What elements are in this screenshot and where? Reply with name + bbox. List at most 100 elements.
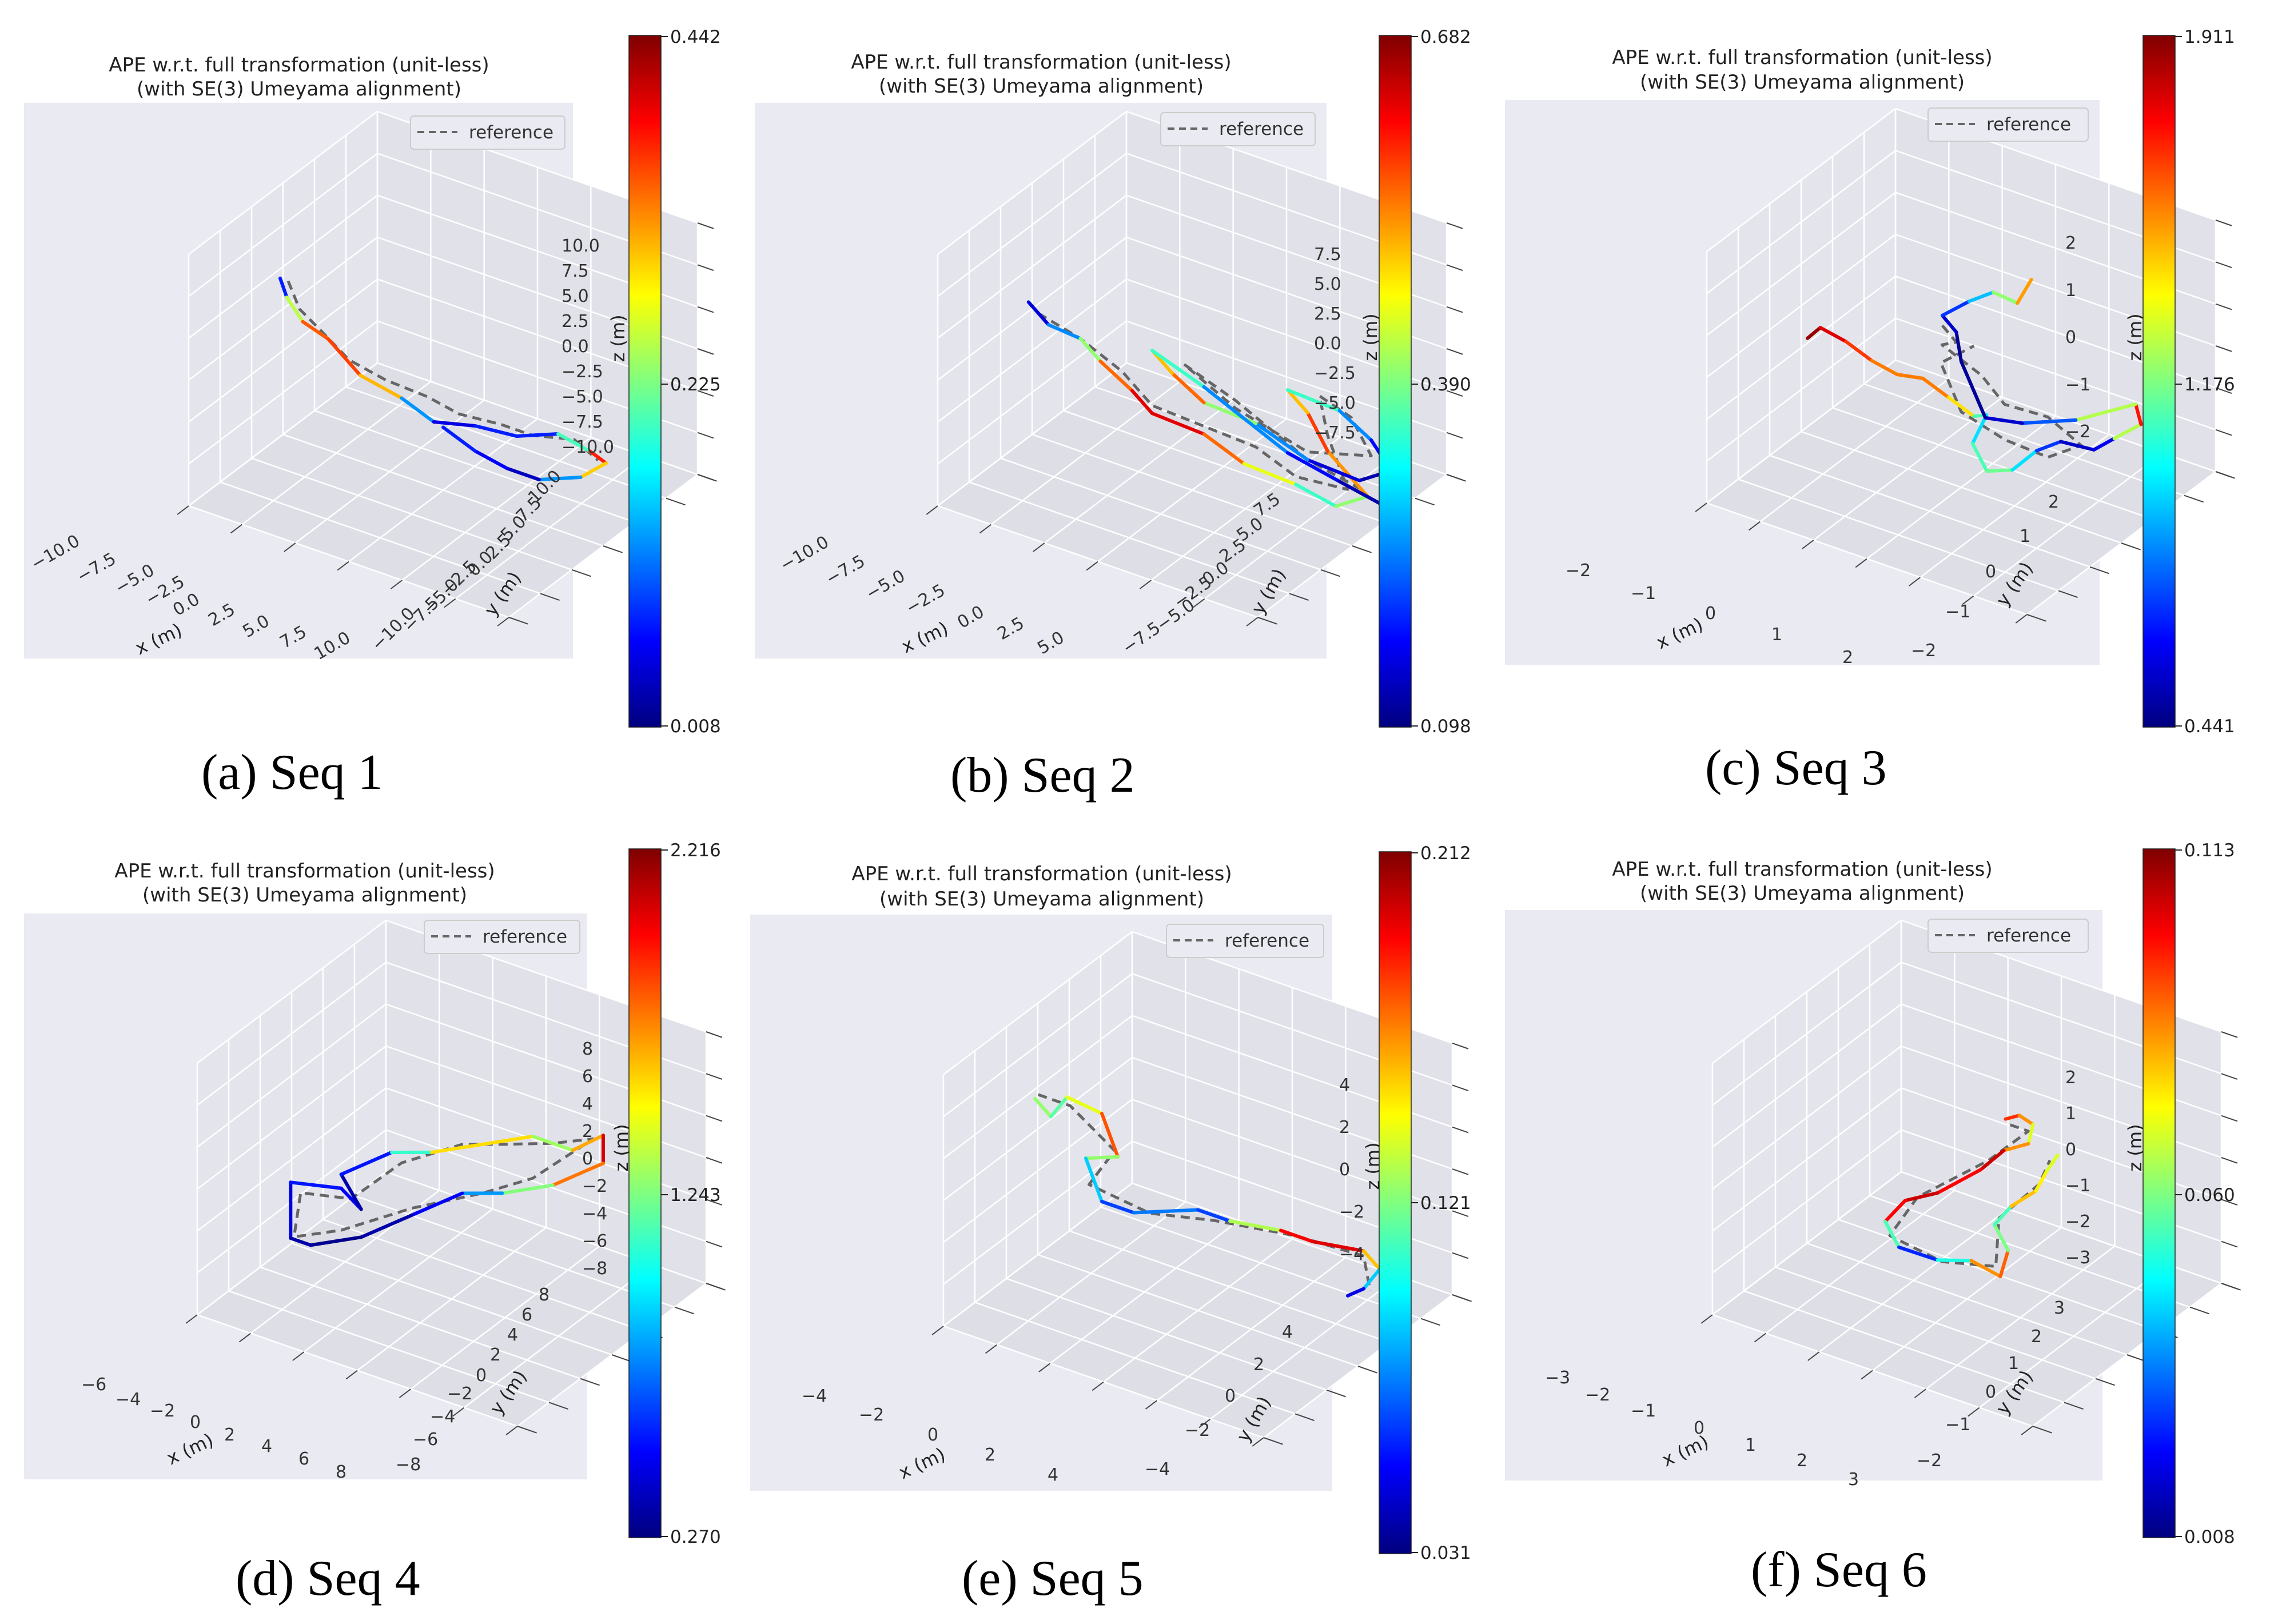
y-tick-mark: [1320, 569, 1340, 577]
y-tick-label: 2: [2031, 1327, 2042, 1347]
z-tick-label: 4: [1339, 1075, 1350, 1095]
z-axis-ticks: 8 6 4 2 0 −2 −4 −6 −8: [582, 1039, 607, 1279]
trajectory-segment: [531, 1134, 575, 1152]
colorbar-gradient: [2142, 35, 2176, 728]
trajectory-segment: [1078, 337, 1102, 363]
colorbar: 1.911 1.176 0.441: [2142, 27, 2235, 737]
y-tick-mark: [508, 617, 528, 625]
subplot-caption: (f) Seq 6: [1751, 1542, 1927, 1598]
subplot-seq-6: APE w.r.t. full transformation (unit-les…: [1505, 840, 2241, 1598]
y-tick-label: −1: [1945, 602, 1970, 622]
trajectory-segment: [1132, 1210, 1168, 1215]
y-tick-label: 4: [1282, 1322, 1293, 1342]
colorbar-max-label: 0.682: [1420, 27, 1471, 47]
x-tick-mark: [177, 505, 189, 515]
colorbar-min-label: 0.008: [2184, 1527, 2235, 1547]
trajectory-segment: [1285, 451, 1341, 484]
y-tick-mark: [1446, 474, 1466, 482]
z-tick-mark: [1446, 222, 1463, 229]
trajectory-segment: [339, 1150, 393, 1176]
colorbar: 2.216 1.243 0.270: [628, 840, 721, 1547]
trajectory-segment: [1346, 1287, 1365, 1298]
y-tick-mark: [2184, 494, 2204, 503]
x-tick-mark: [1246, 617, 1259, 627]
y-tick-mark: [2121, 542, 2141, 550]
x-tick-label: −2: [150, 1401, 175, 1421]
x-axis-ticks: −3 −2 −1 0 1 2 3: [1545, 1368, 1859, 1490]
colorbar-max-label: 2.216: [670, 840, 721, 861]
y-tick-mark: [2026, 614, 2046, 622]
trajectory-segment: [1100, 1112, 1120, 1159]
z-axis-label: z (m): [2124, 1124, 2146, 1171]
trajectory-segment: [1979, 1148, 2006, 1172]
trajectory-segment: [2034, 1169, 2049, 1193]
x-tick-mark: [1086, 561, 1098, 571]
x-tick-mark: [399, 1388, 411, 1398]
y-tick-label: 0: [1225, 1386, 1236, 1406]
trajectory-segment: [1337, 480, 1381, 505]
z-tick-mark: [1446, 432, 1463, 439]
z-tick-mark: [706, 1073, 723, 1080]
x-tick-label: 2: [224, 1425, 235, 1445]
z-tick-mark: [1452, 1043, 1469, 1050]
z-tick-label: −1: [2065, 1176, 2090, 1196]
z-tick-mark: [1446, 306, 1463, 313]
grid-line: [1863, 383, 2185, 496]
colorbar-mid-label: 1.176: [2184, 374, 2235, 395]
x-tick-label: −4: [802, 1386, 827, 1406]
z-tick-label: 4: [582, 1094, 593, 1114]
grid-3d: [177, 110, 717, 627]
legend: reference: [1927, 107, 2089, 142]
z-tick-mark: [2215, 345, 2232, 352]
z-tick-mark: [706, 1240, 723, 1248]
subplot-caption: (b) Seq 2: [950, 748, 1135, 803]
chart-title-line-2: (with SE(3) Umeyama alignment): [879, 888, 1204, 911]
grid-line: [354, 1195, 675, 1308]
z-tick-label: −4: [1339, 1244, 1364, 1264]
legend-box: [1166, 924, 1324, 958]
z-tick-label: 5.0: [1314, 274, 1341, 294]
x-tick-mark: [337, 561, 349, 571]
trajectory-segment: [1242, 462, 1298, 486]
y-tick-mark: [540, 593, 560, 601]
x-tick-mark: [1198, 1418, 1211, 1429]
trajectory-segment: [2020, 418, 2078, 425]
legend: reference: [410, 115, 565, 150]
trajectory-segment: [1130, 389, 1154, 416]
colorbar-max-label: 0.113: [2184, 840, 2235, 861]
trajectory-segment: [1049, 1095, 1069, 1119]
legend-box: [1927, 107, 2089, 142]
legend-box: [1927, 919, 2089, 953]
x-tick-mark: [1252, 1437, 1264, 1447]
x-tick-label: 0: [1694, 1418, 1704, 1438]
trajectory-segment: [2045, 1154, 2060, 1173]
colorbar-gradient: [2142, 848, 2176, 1538]
z-tick-mark: [2221, 1240, 2238, 1248]
z-tick-mark: [706, 1199, 723, 1206]
z-tick-label: 2.5: [561, 312, 589, 332]
trajectory-segment: [359, 1213, 413, 1239]
trajectory-segment: [285, 296, 305, 324]
reference-path: [1888, 1123, 2052, 1268]
z-tick-label: 0.0: [1314, 334, 1341, 354]
chart-title-line-1: APE w.r.t. full transformation (unit-les…: [109, 54, 489, 77]
trajectory-segment: [339, 1172, 363, 1211]
chart-title-line-2: (with SE(3) Umeyama alignment): [137, 78, 461, 101]
y-tick-label: 1: [2008, 1354, 2019, 1374]
y-tick-label: 4: [507, 1325, 518, 1345]
trajectory-segment: [1046, 323, 1082, 341]
subplot-seq-2: APE w.r.t. full transformation (unit-les…: [755, 27, 1471, 803]
x-tick-mark: [1139, 580, 1152, 589]
reference-trajectory: [286, 280, 599, 462]
y-tick-mark: [2058, 590, 2078, 598]
x-tick-label: 2: [1842, 648, 1853, 668]
colorbar-min-label: 0.008: [670, 716, 721, 737]
x-tick-mark: [1748, 521, 1761, 531]
trajectory-segment: [410, 1191, 464, 1217]
trajectory-segment: [309, 1235, 363, 1247]
grid-3d: [931, 931, 1472, 1447]
subplot-seq-5: APE w.r.t. full transformation (unit-les…: [750, 843, 1472, 1606]
reference-path: [286, 280, 599, 462]
z-axis-ticks: 7.5 5.0 2.5 0.0 −2.5 −5.0 −7.5: [1314, 245, 1356, 443]
